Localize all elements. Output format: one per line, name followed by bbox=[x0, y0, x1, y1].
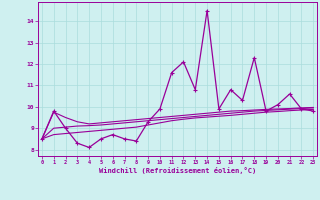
X-axis label: Windchill (Refroidissement éolien,°C): Windchill (Refroidissement éolien,°C) bbox=[99, 167, 256, 174]
